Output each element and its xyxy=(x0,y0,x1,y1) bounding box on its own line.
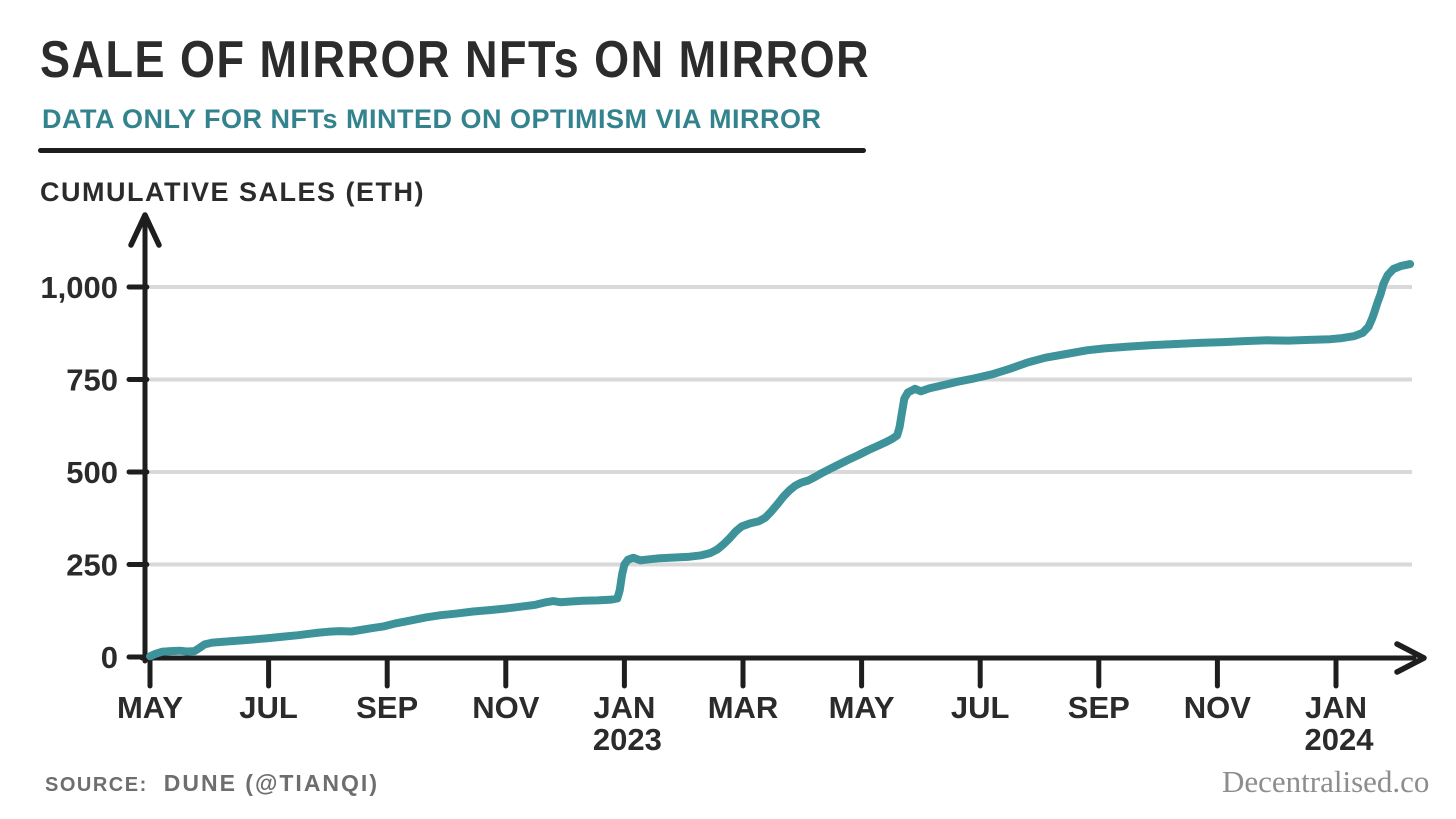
x-tick-label: JUL xyxy=(951,690,1010,725)
x-tick-label: NOV xyxy=(472,690,540,725)
x-tick-label: JUL xyxy=(239,690,298,725)
x-tick-label: MAR xyxy=(708,690,779,725)
title-underline xyxy=(38,148,866,153)
y-tick-label: 500 xyxy=(66,455,118,490)
chart-title: SALE OF MIRROR NFTs ON MIRROR xyxy=(40,30,871,89)
x-tick-label: SEP xyxy=(1068,690,1130,725)
x-tick-label: SEP xyxy=(356,690,418,725)
source-note: SOURCE: DUNE (@TIANQI) xyxy=(45,770,379,797)
x-axis-arrow-icon xyxy=(1394,641,1427,675)
x-tick-label: JAN xyxy=(1305,690,1367,725)
y-axis-arrow-icon xyxy=(128,212,162,248)
cumulative-sales-line xyxy=(146,260,1415,661)
x-tick-label: JAN xyxy=(593,690,655,725)
x-tick-year-label: 2024 xyxy=(1305,722,1375,757)
y-tick-label: 250 xyxy=(66,548,118,583)
y-tick-label: 1,000 xyxy=(40,270,118,305)
chart-subtitle: DATA ONLY FOR NFTs MINTED ON OPTIMISM VI… xyxy=(42,104,822,134)
y-tick-label: 750 xyxy=(66,363,118,398)
x-tick-label: MAY xyxy=(829,690,895,725)
y-axis-title: CUMULATIVE SALES (ETH) xyxy=(40,177,425,207)
watermark-decentralised: Decentralised.co xyxy=(1222,764,1430,799)
source-value: DUNE (@TIANQI) xyxy=(163,770,379,796)
source-label: SOURCE: xyxy=(45,774,148,796)
y-tick-label: 0 xyxy=(101,640,118,675)
x-tick-year-label: 2023 xyxy=(593,722,662,757)
x-tick-label: MAY xyxy=(117,690,183,725)
x-tick-label: NOV xyxy=(1184,690,1252,725)
